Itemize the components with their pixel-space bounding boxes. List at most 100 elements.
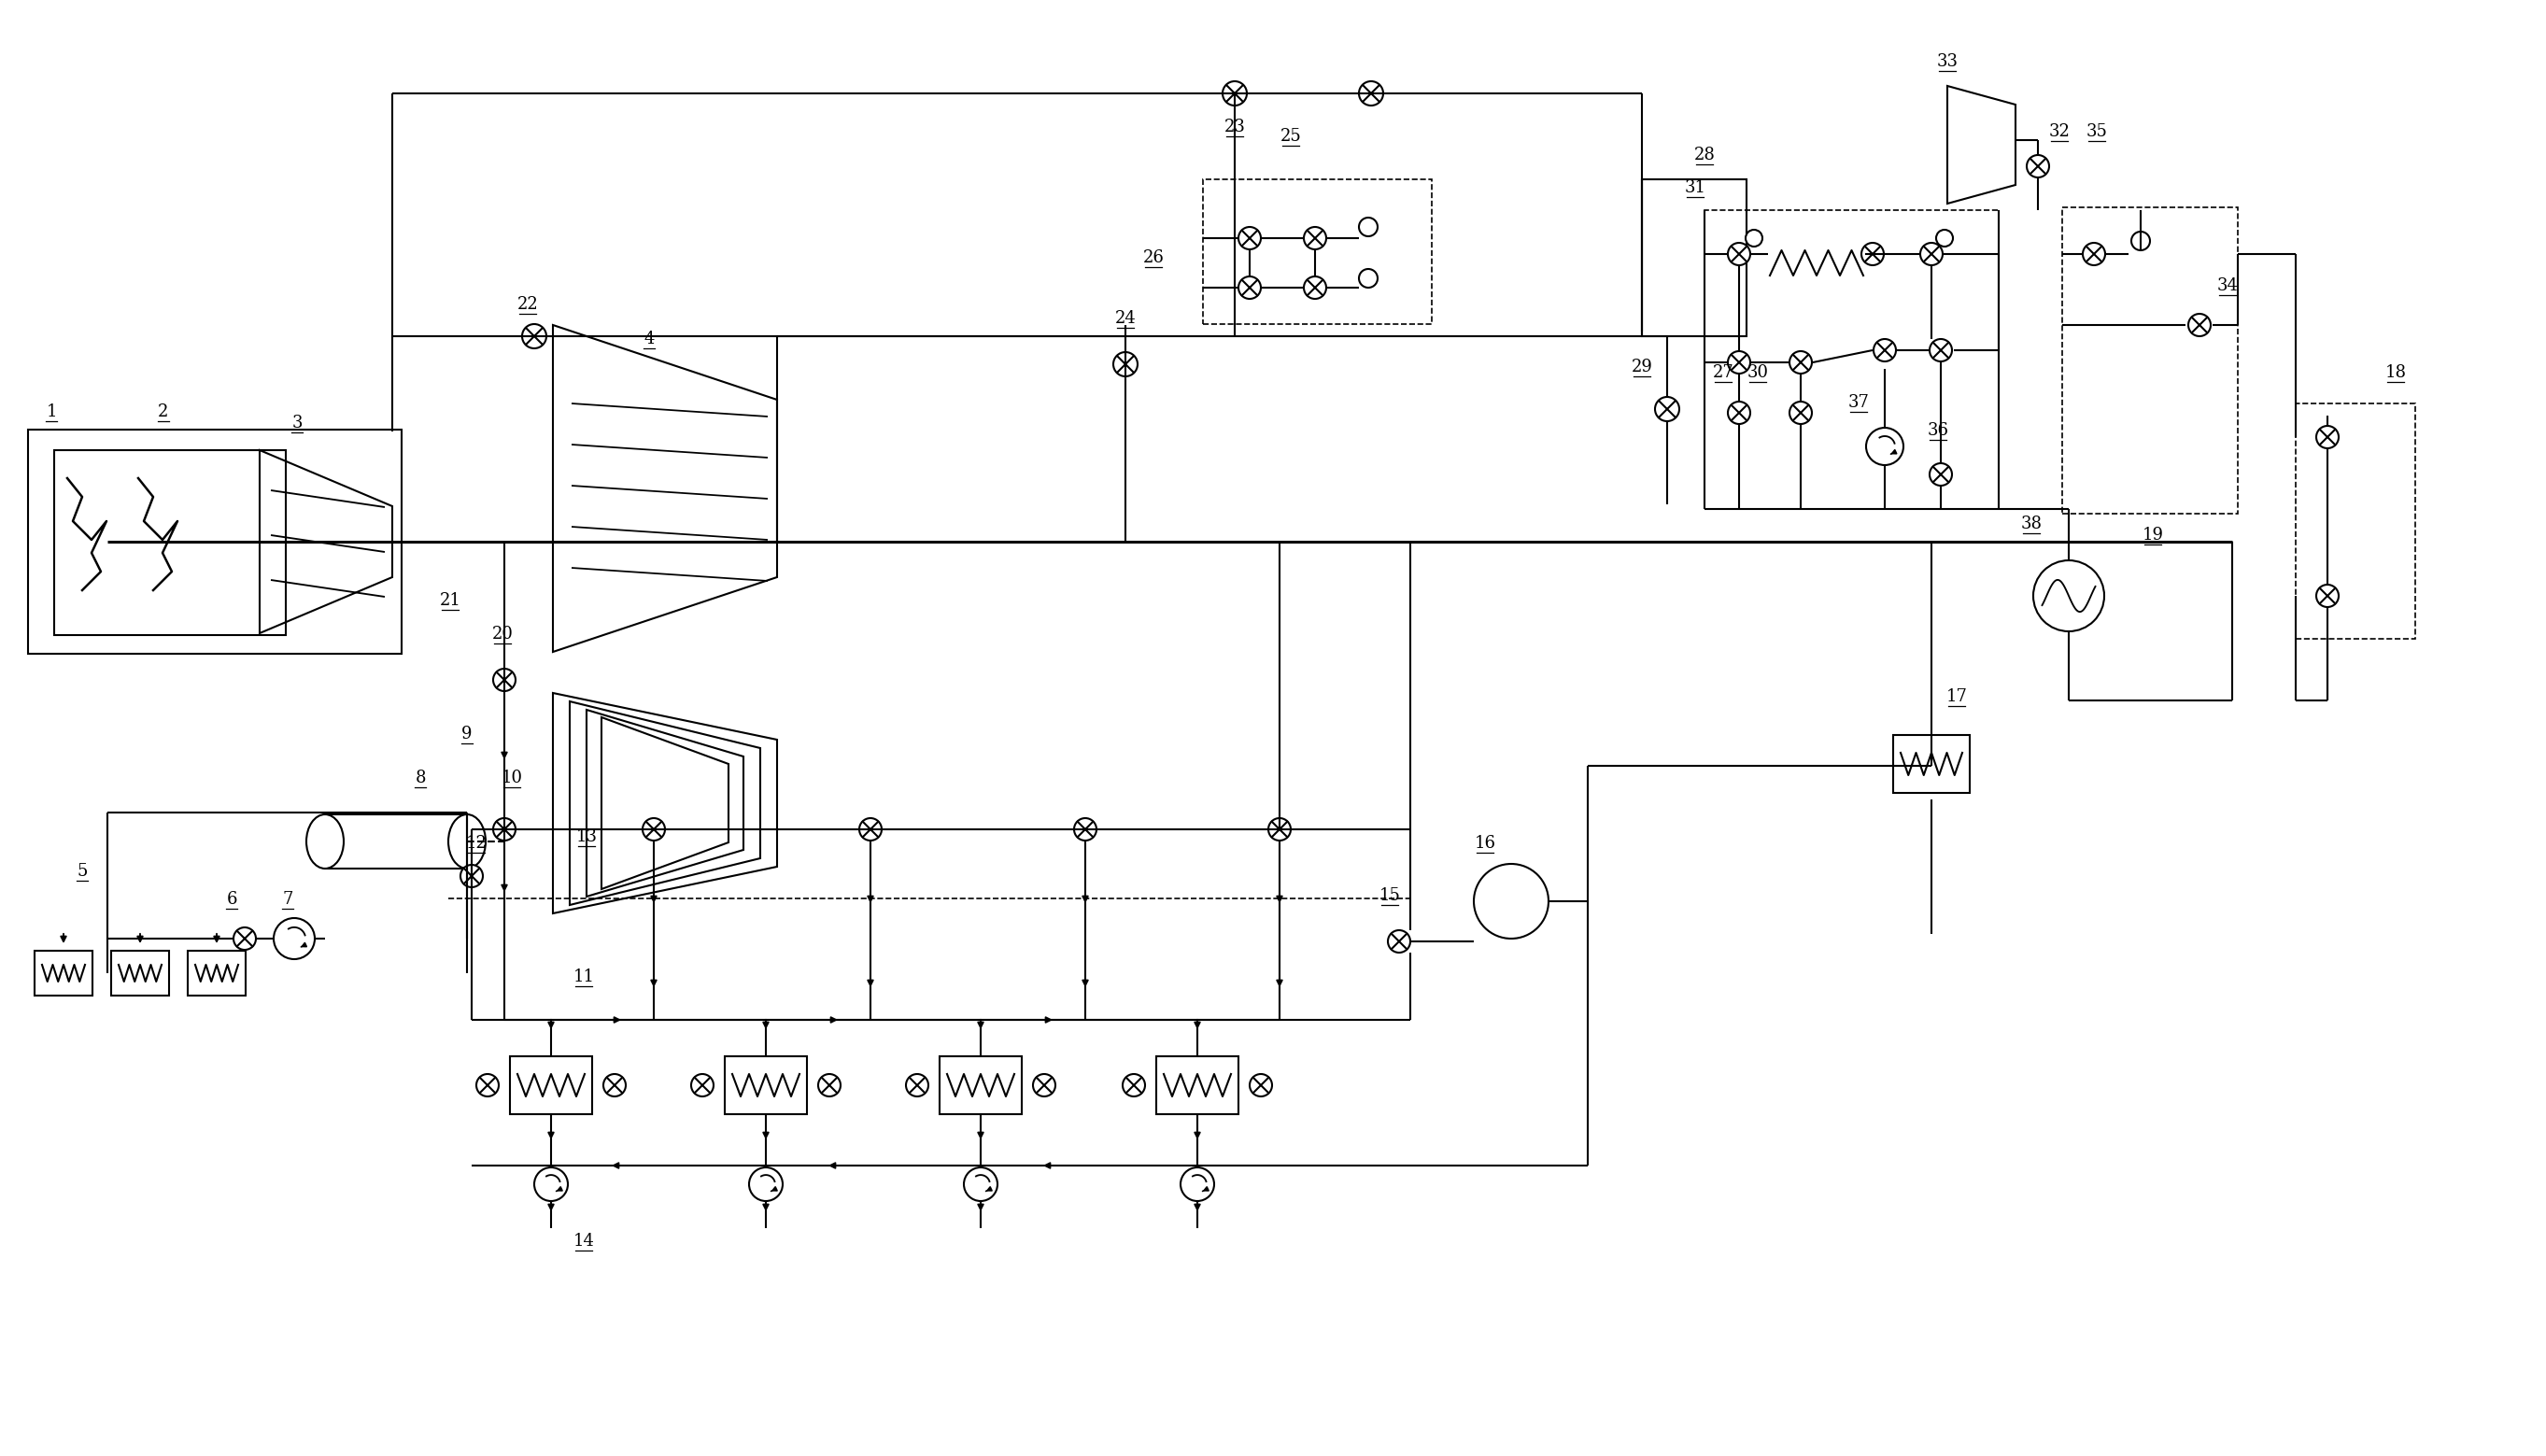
Bar bbox=[509, 1056, 593, 1114]
Circle shape bbox=[461, 865, 484, 887]
Text: 19: 19 bbox=[2141, 527, 2164, 543]
Text: 1: 1 bbox=[46, 403, 56, 421]
Text: 14: 14 bbox=[573, 1233, 593, 1249]
Circle shape bbox=[1360, 217, 1377, 236]
Circle shape bbox=[535, 1168, 568, 1201]
Bar bbox=[1642, 179, 1747, 336]
Text: 12: 12 bbox=[466, 834, 486, 852]
Circle shape bbox=[690, 1075, 713, 1096]
Text: 38: 38 bbox=[2022, 515, 2042, 533]
Circle shape bbox=[2027, 154, 2050, 178]
Bar bbox=[188, 951, 244, 996]
Circle shape bbox=[1304, 277, 1326, 298]
Text: 24: 24 bbox=[1115, 310, 1136, 328]
Text: 13: 13 bbox=[575, 828, 598, 846]
Text: 21: 21 bbox=[440, 593, 461, 609]
Circle shape bbox=[1268, 818, 1291, 840]
Bar bbox=[2296, 403, 2416, 639]
Ellipse shape bbox=[448, 814, 486, 869]
Text: 15: 15 bbox=[1380, 887, 1400, 904]
Text: 5: 5 bbox=[76, 863, 87, 879]
Bar bbox=[1156, 1056, 1237, 1114]
Circle shape bbox=[1729, 351, 1749, 374]
Text: 16: 16 bbox=[1474, 834, 1495, 852]
Circle shape bbox=[642, 818, 665, 840]
Text: 7: 7 bbox=[283, 891, 293, 907]
Bar bbox=[2062, 207, 2238, 514]
Text: 11: 11 bbox=[573, 968, 593, 986]
Circle shape bbox=[1866, 428, 1904, 464]
Circle shape bbox=[494, 818, 514, 840]
Circle shape bbox=[1222, 82, 1248, 105]
Circle shape bbox=[1920, 243, 1943, 265]
Circle shape bbox=[817, 1075, 840, 1096]
Circle shape bbox=[1861, 243, 1884, 265]
Circle shape bbox=[1729, 402, 1749, 424]
Bar bbox=[726, 1056, 807, 1114]
Circle shape bbox=[2131, 232, 2149, 250]
Circle shape bbox=[1388, 930, 1410, 952]
Circle shape bbox=[2034, 561, 2103, 632]
Ellipse shape bbox=[306, 814, 344, 869]
Text: 25: 25 bbox=[1281, 128, 1301, 144]
Bar bbox=[53, 450, 285, 635]
Text: 2: 2 bbox=[158, 403, 168, 421]
Circle shape bbox=[1930, 463, 1953, 486]
Bar bbox=[326, 814, 466, 869]
Circle shape bbox=[1930, 339, 1953, 361]
Circle shape bbox=[1237, 277, 1260, 298]
Bar bbox=[36, 951, 92, 996]
Bar bbox=[939, 1056, 1021, 1114]
Circle shape bbox=[1747, 230, 1762, 246]
Text: 6: 6 bbox=[227, 891, 237, 907]
Text: 30: 30 bbox=[1747, 364, 1769, 381]
Text: 22: 22 bbox=[517, 296, 537, 313]
Circle shape bbox=[1474, 863, 1548, 939]
Circle shape bbox=[1729, 243, 1749, 265]
Circle shape bbox=[494, 668, 514, 692]
Text: 3: 3 bbox=[293, 415, 303, 431]
Circle shape bbox=[1790, 402, 1813, 424]
Text: 9: 9 bbox=[461, 725, 474, 743]
Text: 17: 17 bbox=[1945, 689, 1968, 705]
Circle shape bbox=[749, 1168, 782, 1201]
Circle shape bbox=[1360, 82, 1382, 105]
Circle shape bbox=[858, 818, 881, 840]
Text: 27: 27 bbox=[1713, 364, 1734, 381]
Circle shape bbox=[2083, 243, 2106, 265]
Text: 23: 23 bbox=[1225, 118, 1245, 135]
Text: 29: 29 bbox=[1632, 358, 1652, 376]
Circle shape bbox=[476, 1075, 499, 1096]
Text: 32: 32 bbox=[2050, 124, 2070, 140]
Circle shape bbox=[522, 325, 547, 348]
Circle shape bbox=[1074, 818, 1097, 840]
Bar bbox=[28, 430, 402, 654]
Circle shape bbox=[1790, 351, 1813, 374]
Circle shape bbox=[1237, 227, 1260, 249]
Circle shape bbox=[1360, 269, 1377, 288]
Circle shape bbox=[1874, 339, 1897, 361]
Circle shape bbox=[965, 1168, 998, 1201]
Circle shape bbox=[1123, 1075, 1146, 1096]
Circle shape bbox=[1113, 352, 1138, 376]
Bar bbox=[112, 951, 168, 996]
Text: 37: 37 bbox=[1848, 395, 1869, 411]
Text: 4: 4 bbox=[644, 331, 654, 348]
Circle shape bbox=[1655, 397, 1680, 421]
Bar bbox=[1894, 735, 1971, 794]
Circle shape bbox=[1181, 1168, 1214, 1201]
Circle shape bbox=[234, 927, 257, 949]
Text: 35: 35 bbox=[2085, 124, 2108, 140]
Text: 34: 34 bbox=[2218, 278, 2238, 294]
Bar bbox=[1703, 210, 1999, 510]
Text: 20: 20 bbox=[491, 626, 514, 642]
Text: 33: 33 bbox=[1938, 54, 1958, 70]
Circle shape bbox=[2190, 314, 2210, 336]
Circle shape bbox=[272, 919, 316, 960]
Circle shape bbox=[2317, 425, 2340, 448]
Circle shape bbox=[603, 1075, 626, 1096]
Text: 36: 36 bbox=[1927, 422, 1948, 438]
Circle shape bbox=[1250, 1075, 1273, 1096]
Circle shape bbox=[1034, 1075, 1057, 1096]
Text: 18: 18 bbox=[2386, 364, 2406, 381]
